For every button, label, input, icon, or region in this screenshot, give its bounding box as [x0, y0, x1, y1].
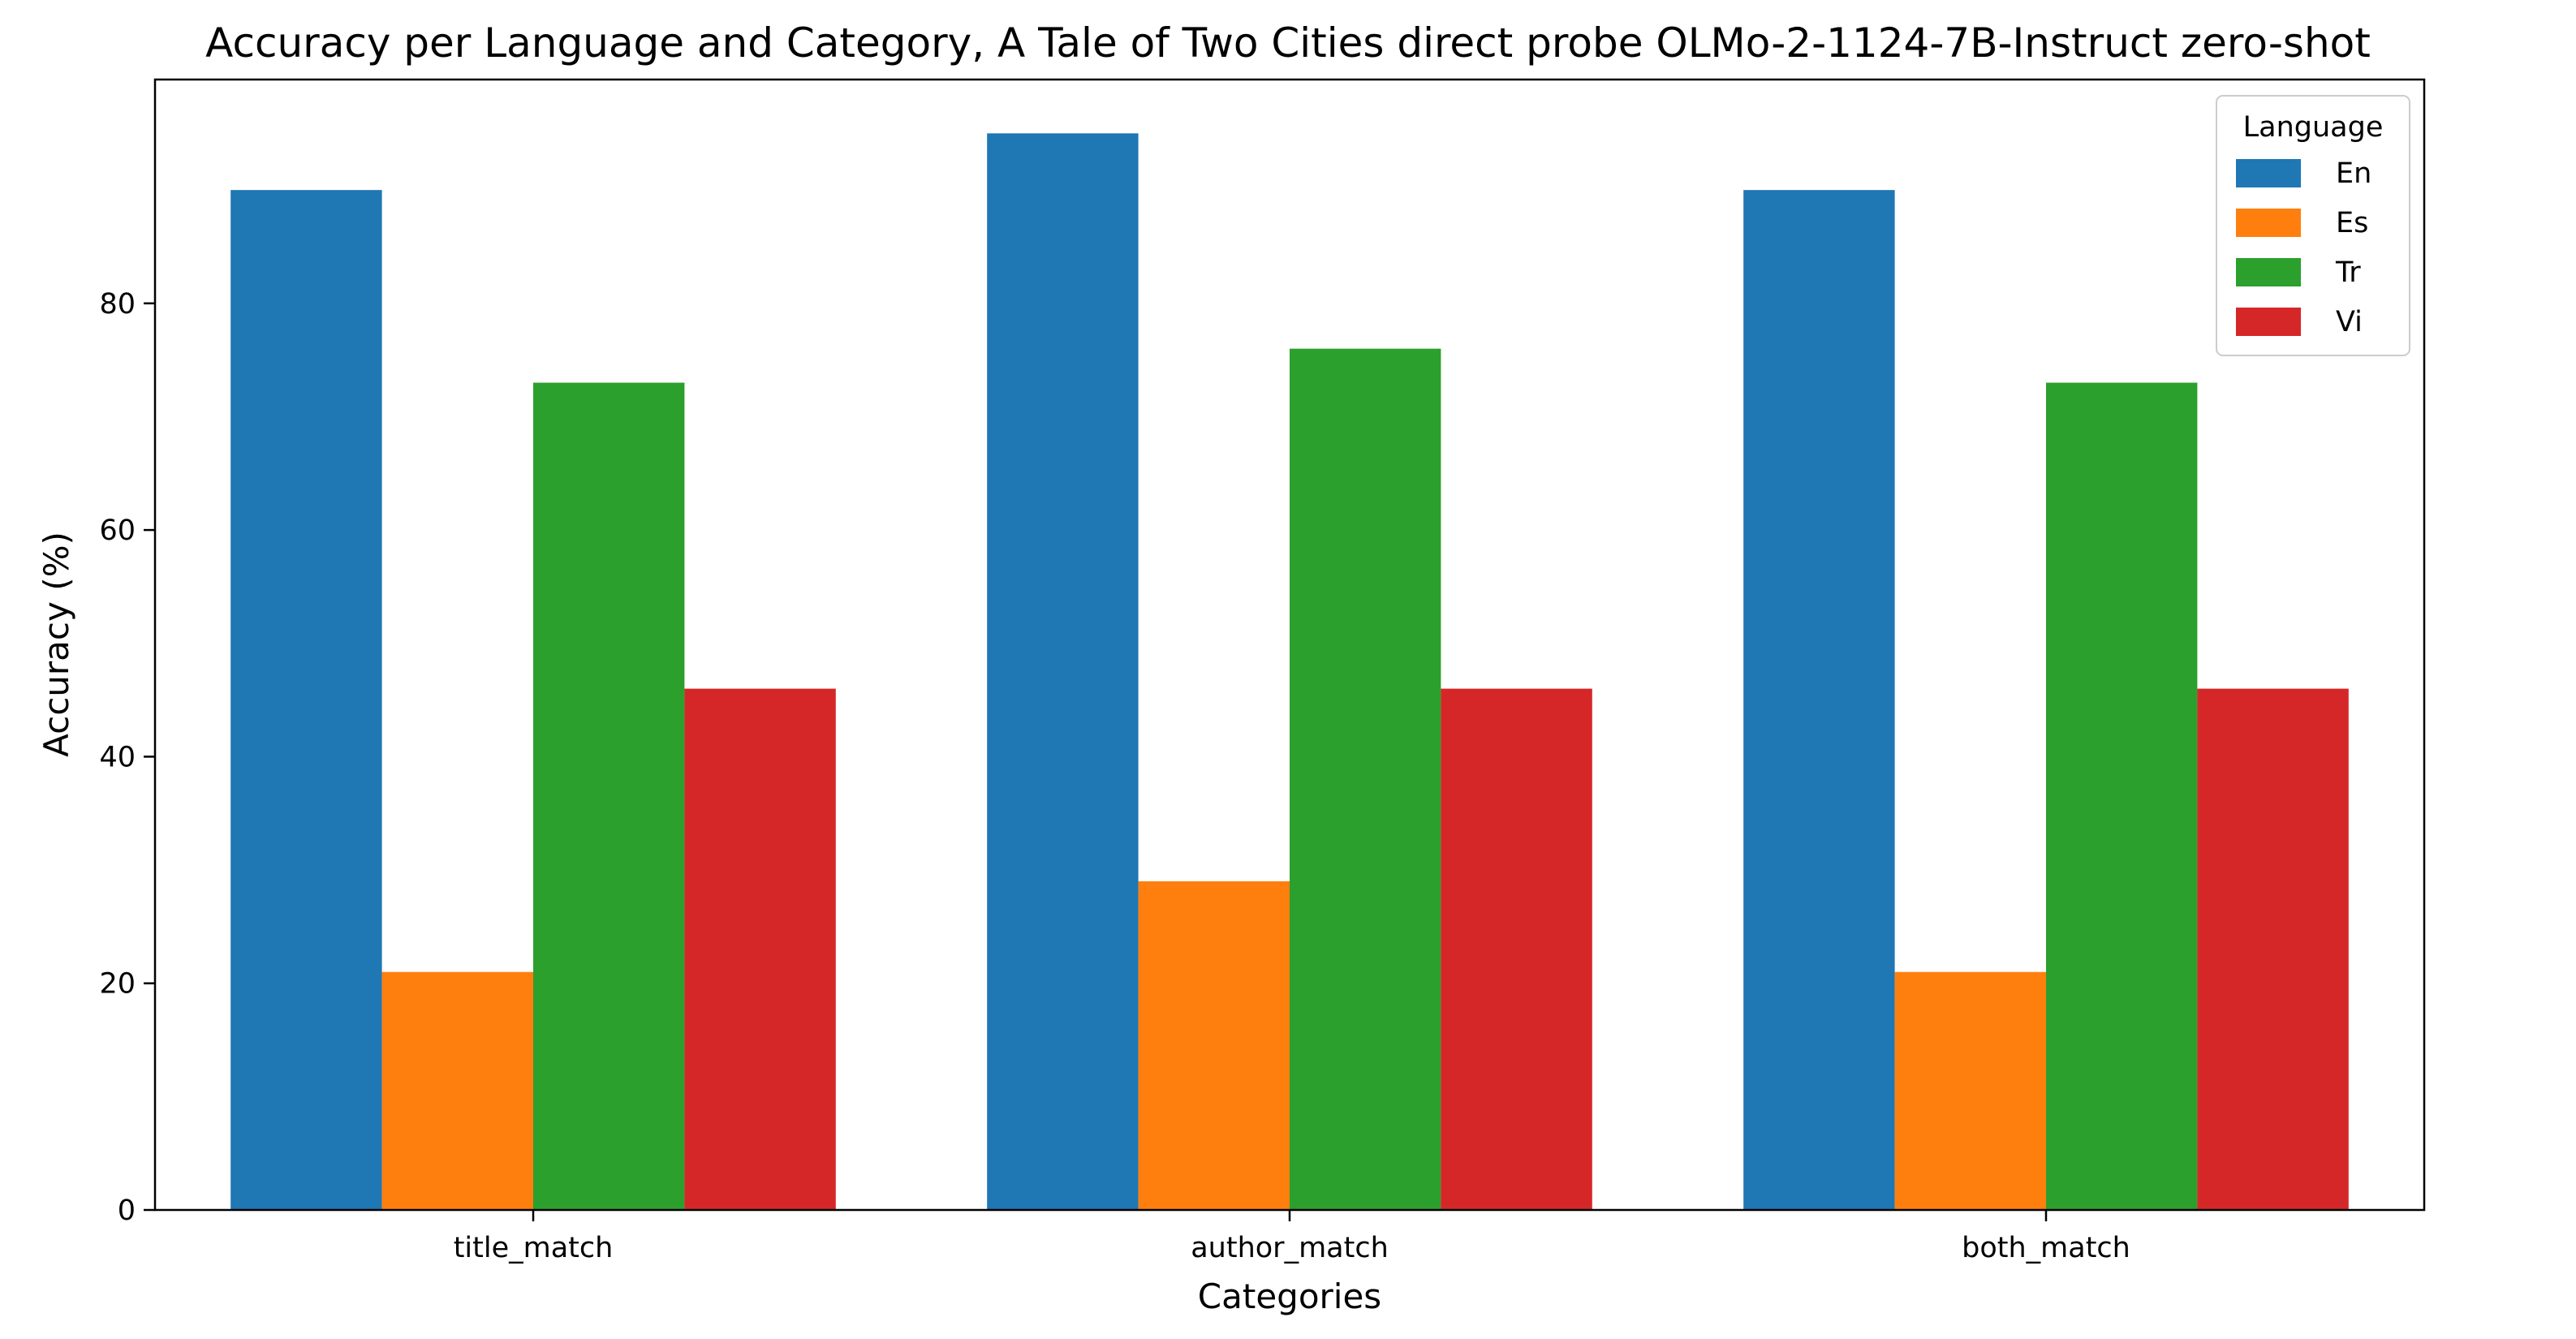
bar-vi-both-match — [2197, 688, 2349, 1210]
chart-title: Accuracy per Language and Category, A Ta… — [205, 19, 2371, 67]
legend-label-es: Es — [2336, 207, 2368, 239]
legend-swatch-tr — [2236, 258, 2301, 286]
bar-es-both-match — [1894, 971, 2046, 1210]
legend-label-tr: Tr — [2335, 256, 2361, 289]
x-axis-ticks: title_match author_match both_match — [454, 1210, 2130, 1264]
bar-es-author-match — [1138, 881, 1290, 1210]
legend-label-en: En — [2336, 157, 2371, 190]
legend-swatch-en — [2236, 159, 2301, 187]
bar-en-author-match — [987, 133, 1139, 1210]
bar-tr-title-match — [533, 382, 685, 1210]
bar-vi-title-match — [684, 688, 836, 1210]
legend-title: Language — [2243, 111, 2384, 144]
x-tick-label: title_match — [454, 1232, 614, 1264]
y-tick-label: 20 — [99, 968, 136, 1001]
bar-en-title-match — [230, 190, 382, 1210]
y-tick-label: 80 — [99, 288, 136, 321]
y-tick-label: 40 — [99, 741, 136, 773]
legend: Language En Es Tr Vi — [2216, 95, 2410, 356]
x-axis-label: Categories — [1198, 1277, 1381, 1316]
legend-label-vi: Vi — [2336, 306, 2363, 338]
plot-frame — [153, 78, 2426, 1212]
x-tick-label: both_match — [1962, 1232, 2130, 1264]
bar-en-both-match — [1743, 190, 1895, 1210]
legend-swatch-es — [2236, 209, 2301, 237]
x-tick-label: author_match — [1191, 1232, 1389, 1264]
y-axis-ticks: 0 20 40 60 80 — [99, 288, 155, 1227]
legend-swatch-vi — [2236, 308, 2301, 336]
y-tick-label: 60 — [99, 515, 136, 547]
y-tick-label: 0 — [118, 1195, 136, 1227]
bar-vi-author-match — [1441, 688, 1592, 1210]
legend-items: En Es Tr Vi — [2236, 157, 2371, 338]
y-axis-label: Accuracy (%) — [37, 532, 76, 757]
bar-tr-both-match — [2046, 382, 2198, 1210]
bars-layer — [230, 133, 2349, 1211]
bar-tr-author-match — [1290, 348, 1441, 1211]
bar-es-title-match — [381, 971, 533, 1210]
